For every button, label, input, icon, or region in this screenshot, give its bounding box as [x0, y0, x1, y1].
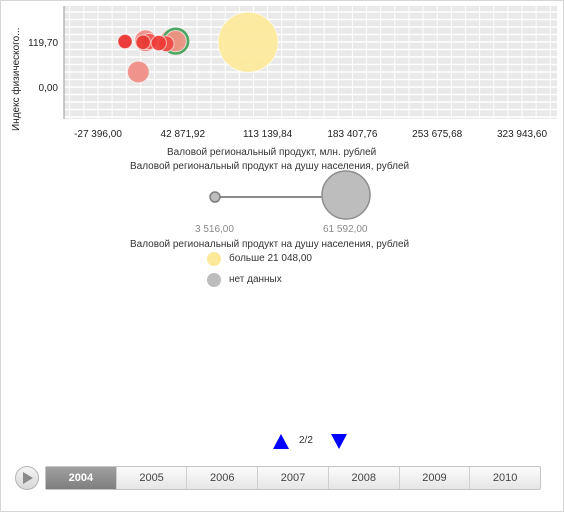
y-axis-label: Индекс физического...	[10, 27, 22, 131]
legend-pager: 2/2	[273, 433, 353, 451]
x-tick-label: -27 396,00	[74, 129, 122, 140]
color-legend-label: больше 21 048,00	[229, 253, 312, 264]
bubble	[126, 60, 150, 84]
x-axis-ticks: -27 396,00 42 871,92 113 139,84 183 407,76 2…	[74, 129, 547, 140]
bubble	[117, 33, 133, 50]
x-axis-label: Валовой региональный продукт, млн. рубле…	[167, 147, 377, 158]
page-indicator: 2/2	[299, 435, 313, 446]
x-tick-label: 323 943,60	[497, 129, 547, 140]
y-axis-ticks: 119,70 0,00	[28, 38, 58, 94]
x-tick-label: 113 139,84	[243, 129, 293, 140]
play-button[interactable]	[15, 466, 39, 490]
year-tab[interactable]: 2006	[187, 467, 259, 489]
size-legend-min-label: 3 516,00	[195, 224, 234, 235]
page-down-arrow-icon[interactable]	[331, 434, 347, 449]
year-tab[interactable]: 2009	[400, 467, 471, 489]
size-legend	[209, 170, 371, 220]
play-icon	[23, 472, 33, 484]
color-legend-title: Валовой региональный продукт на душу нас…	[130, 239, 410, 250]
year-selector: 2004 2005 2006 2007 2008 2009 2010	[45, 466, 541, 490]
size-legend-max-label: 61 592,00	[323, 224, 368, 235]
page-up-arrow-icon[interactable]	[273, 434, 289, 449]
year-tab[interactable]: 2008	[329, 467, 400, 489]
year-tab[interactable]: 2007	[258, 467, 329, 489]
color-legend-label: нет данных	[229, 274, 282, 285]
bubble	[217, 11, 279, 73]
bubbles	[117, 11, 279, 84]
size-legend-min-bubble	[209, 191, 221, 203]
year-tab[interactable]: 2004	[46, 467, 117, 489]
x-tick-label: 183 407,76	[327, 129, 377, 140]
bubble-chart: -27 396,00 42 871,92 113 139,84 183 407,76 2…	[10, 6, 557, 140]
x-tick-label: 42 871,92	[161, 129, 206, 140]
size-legend-max-bubble	[321, 170, 371, 220]
timeline: 2004 2005 2006 2007 2008 2009 2010	[15, 465, 541, 491]
y-tick-label: 0,00	[39, 83, 59, 94]
bubble	[150, 34, 167, 52]
size-legend-title: Валовой региональный продукт на душу нас…	[130, 161, 410, 172]
grid	[63, 6, 557, 119]
x-tick-label: 253 675,68	[412, 129, 462, 140]
y-tick-label: 119,70	[28, 38, 58, 49]
color-swatch	[207, 252, 221, 266]
year-tab[interactable]: 2005	[117, 467, 188, 489]
bubble	[135, 34, 151, 51]
color-swatch	[207, 273, 221, 287]
year-tab[interactable]: 2010	[492, 472, 518, 484]
